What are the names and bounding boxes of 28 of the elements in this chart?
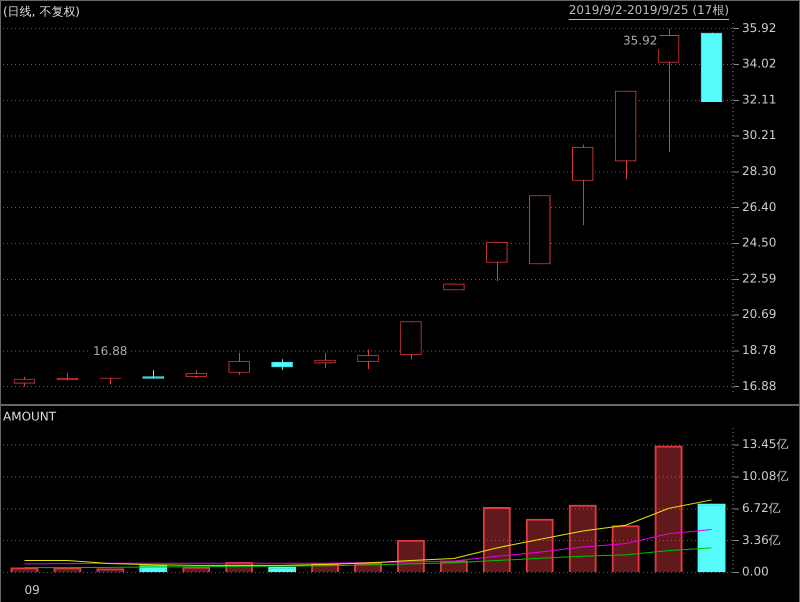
chart-title: (日线, 不复权)	[3, 4, 80, 18]
y-tick-label: 13.45亿	[742, 437, 788, 452]
y-tick-label: 20.69	[742, 307, 776, 322]
bar	[10, 567, 38, 572]
y-tick-label: 34.02	[742, 56, 776, 71]
y-tick-label: 32.11	[742, 92, 776, 106]
candlestick	[228, 352, 250, 376]
y-tick-label: 0.00	[742, 564, 769, 579]
candlestick	[486, 241, 508, 282]
candlestick	[314, 352, 336, 368]
y-tick-label: 30.21	[742, 128, 776, 142]
annotation: 16.88	[93, 344, 128, 358]
annotation: 35.92	[623, 34, 658, 48]
y-tick-label: 28.30	[742, 164, 776, 178]
y-tick-label: 6.72亿	[742, 500, 781, 515]
x-tick-label: 09	[24, 582, 40, 597]
chart-title: AMOUNT	[3, 409, 57, 424]
candlestick	[271, 358, 293, 370]
candlestick	[357, 349, 379, 370]
text: 2019/9/2-2019/9/25 (17根)	[568, 3, 729, 18]
y-tick-label: 16.88	[742, 378, 776, 393]
y-tick-label: 26.40	[742, 200, 776, 214]
y-tick-label: 3.36亿	[742, 532, 781, 547]
y-tick-label: 22.59	[742, 271, 776, 286]
y-tick-label: 18.78	[742, 343, 776, 358]
y-tick-label: 24.50	[742, 236, 776, 250]
y-tick-label: 10.08亿	[742, 469, 788, 484]
y-tick-label: 35.92	[742, 20, 776, 35]
